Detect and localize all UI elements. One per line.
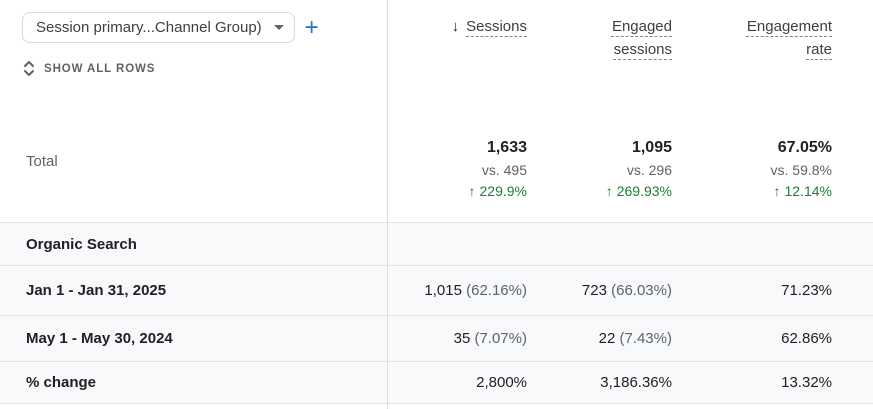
table-row: % change 2,800% 3,186.36% 13.32% <box>0 362 873 404</box>
cell-engagement-rate: 13.32% <box>781 374 832 391</box>
column-header-engaged-sessions[interactable]: Engaged sessions <box>527 0 672 61</box>
table-header: Session primary...Channel Group) + SHOW … <box>0 0 873 100</box>
total-vs: vs. 296 <box>626 162 672 178</box>
cell-engaged-sessions: 22 (7.43%) <box>598 330 672 347</box>
total-vs: vs. 59.8% <box>770 162 832 178</box>
cell-sessions: 35 (7.07%) <box>453 330 527 347</box>
column-header-label: Sessions <box>466 18 527 35</box>
total-change-value: 12.14% <box>784 183 832 199</box>
total-value: 1,633 <box>486 139 527 156</box>
row-label-organic-search: Organic Search <box>26 235 137 253</box>
total-engaged-sessions: 1,095 vs. 296 ↑ 269.93% <box>527 100 672 222</box>
column-header-label: rate <box>806 41 832 58</box>
total-value: 67.05% <box>777 139 832 156</box>
total-change: ↑ 269.93% <box>606 183 672 199</box>
sort-descending-icon: ↓ <box>451 18 460 35</box>
column-header-sessions[interactable]: ↓ Sessions <box>387 0 527 38</box>
column-header-engagement-rate[interactable]: Engagement rate <box>672 0 832 61</box>
show-all-rows-button[interactable]: SHOW ALL ROWS <box>22 60 155 77</box>
show-all-rows-label: SHOW ALL ROWS <box>44 62 156 75</box>
total-row: Total 1,633 vs. 495 ↑ 229.9% 1,095 vs. 29… <box>0 100 873 223</box>
add-dimension-button[interactable]: + <box>304 14 319 41</box>
total-value: 1,095 <box>631 139 672 156</box>
column-header-label: Engagement <box>746 18 832 35</box>
total-change-value: 269.93% <box>616 183 672 199</box>
row-label-date-range-1: Jan 1 - Jan 31, 2025 <box>26 282 167 299</box>
table-controls: Session primary...Channel Group) + SHOW … <box>0 0 387 77</box>
total-change: ↑ 229.9% <box>469 183 527 199</box>
cell-engaged-sessions: 3,186.36% <box>600 374 672 391</box>
unfold-more-icon <box>24 61 34 76</box>
cell-engagement-rate: 62.86% <box>781 330 832 347</box>
table-row: May 1 - May 30, 2024 35 (7.07%) 22 (7.43… <box>0 316 873 362</box>
arrow-up-icon: ↑ <box>605 183 613 199</box>
column-header-label: sessions <box>613 41 672 58</box>
chevron-down-icon <box>273 25 284 30</box>
total-engagement-rate: 67.05% vs. 59.8% ↑ 12.14% <box>672 100 832 222</box>
arrow-up-icon: ↑ <box>773 183 781 199</box>
cell-engaged-sessions: 723 (66.03%) <box>581 282 672 299</box>
total-change-value: 229.9% <box>479 183 527 199</box>
total-change: ↑ 12.14% <box>774 183 832 199</box>
total-label: Total <box>26 152 58 170</box>
total-sessions: 1,633 vs. 495 ↑ 229.9% <box>387 100 527 222</box>
arrow-up-icon: ↑ <box>468 183 476 199</box>
column-header-label: Engaged <box>611 18 672 35</box>
dimension-dropdown[interactable]: Session primary...Channel Group) <box>22 12 295 43</box>
row-label-percent-change: % change <box>26 374 97 391</box>
row-label-date-range-2: May 1 - May 30, 2024 <box>26 330 173 347</box>
total-vs: vs. 495 <box>481 162 527 178</box>
cell-engagement-rate: 71.23% <box>781 282 832 299</box>
table-row: Jan 1 - Jan 31, 2025 1,015 (62.16%) 723 … <box>0 266 873 316</box>
dimension-dropdown-value: Session primary...Channel Group) <box>36 19 262 36</box>
table-row: Organic Search <box>0 223 873 266</box>
column-divider <box>387 0 388 409</box>
cell-sessions: 1,015 (62.16%) <box>424 282 527 299</box>
cell-sessions: 2,800% <box>476 374 527 391</box>
